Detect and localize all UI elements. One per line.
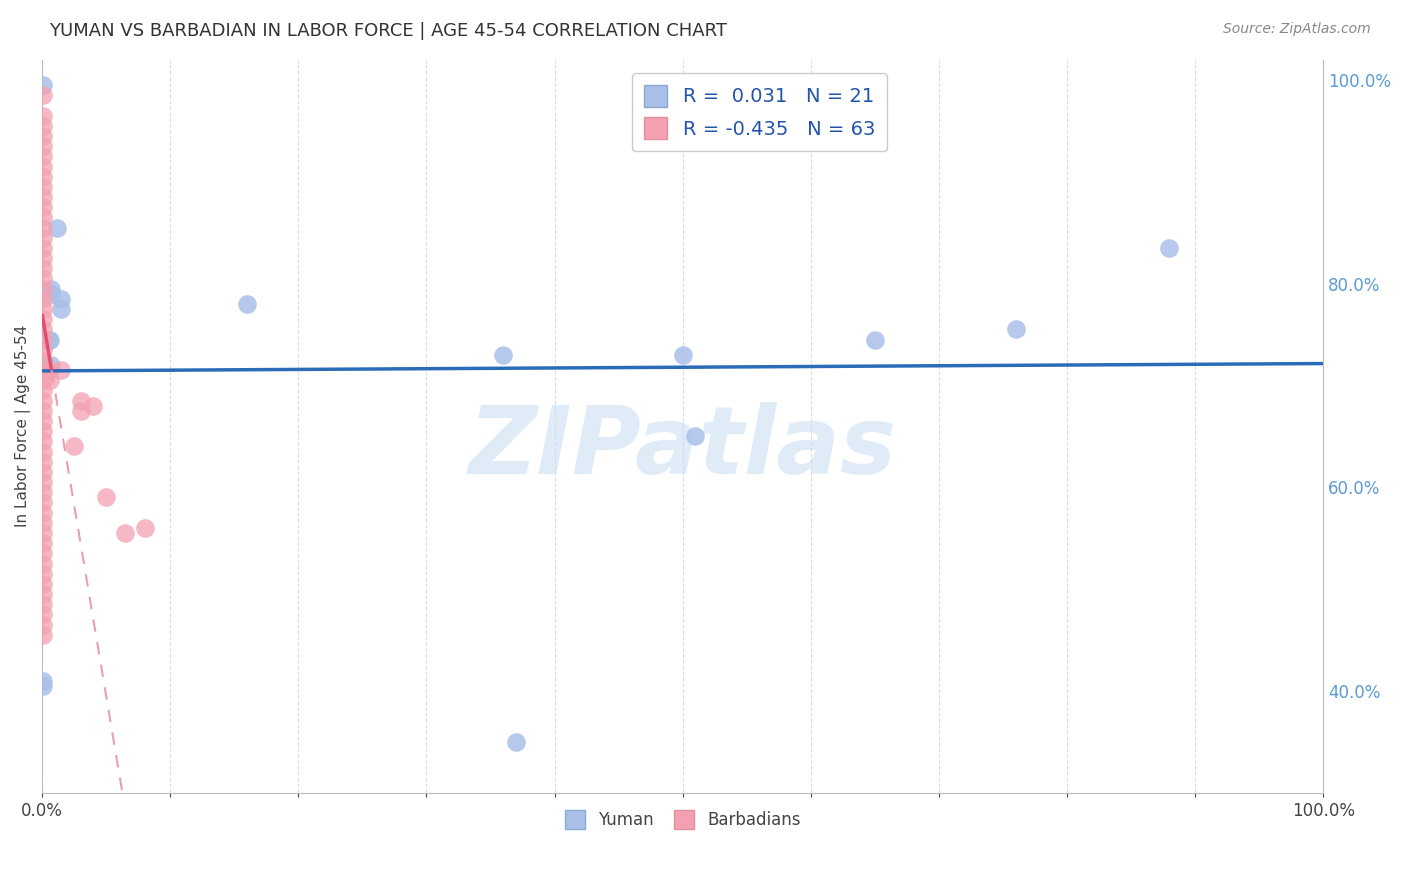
Point <box>32 414 55 428</box>
Point <box>69 393 91 408</box>
Point <box>32 119 55 133</box>
Point <box>32 231 55 245</box>
Point <box>32 169 55 184</box>
Point <box>32 292 55 306</box>
Point <box>46 220 69 235</box>
Point <box>32 322 55 336</box>
Point <box>1159 241 1181 255</box>
Point <box>82 399 104 413</box>
Point <box>32 312 55 326</box>
Y-axis label: In Labor Force | Age 45-54: In Labor Force | Age 45-54 <box>15 325 31 527</box>
Point <box>32 546 55 560</box>
Point <box>32 444 55 458</box>
Point <box>492 348 515 362</box>
Point <box>32 597 55 611</box>
Point <box>863 333 886 347</box>
Point <box>32 128 55 143</box>
Point <box>32 475 55 489</box>
Text: Source: ZipAtlas.com: Source: ZipAtlas.com <box>1223 22 1371 37</box>
Point <box>32 679 55 693</box>
Point <box>32 587 55 601</box>
Point <box>32 251 55 265</box>
Point <box>32 526 55 541</box>
Point <box>39 282 62 296</box>
Point <box>32 241 55 255</box>
Point <box>32 333 55 347</box>
Point <box>32 271 55 285</box>
Point <box>32 353 55 368</box>
Point <box>32 516 55 530</box>
Point <box>32 190 55 204</box>
Point <box>32 434 55 449</box>
Point <box>32 160 55 174</box>
Point <box>35 358 58 372</box>
Point <box>685 429 707 443</box>
Point <box>32 261 55 276</box>
Point <box>32 566 55 581</box>
Point <box>134 521 156 535</box>
Point <box>32 78 55 92</box>
Point <box>38 373 60 387</box>
Point <box>32 301 55 316</box>
Point <box>505 735 527 749</box>
Point <box>32 557 55 571</box>
Point <box>32 455 55 469</box>
Point <box>51 292 73 306</box>
Point <box>32 220 55 235</box>
Point <box>32 200 55 214</box>
Point <box>32 536 55 550</box>
Point <box>69 404 91 418</box>
Point <box>672 348 695 362</box>
Point <box>32 404 55 418</box>
Point <box>51 301 73 316</box>
Point <box>32 88 55 103</box>
Point <box>32 109 55 123</box>
Point <box>32 373 55 387</box>
Point <box>32 282 55 296</box>
Point <box>63 440 86 454</box>
Point <box>32 179 55 194</box>
Point <box>39 286 62 301</box>
Point <box>38 363 60 377</box>
Point <box>38 333 60 347</box>
Point <box>32 393 55 408</box>
Point <box>32 577 55 591</box>
Point <box>114 526 136 541</box>
Point <box>32 465 55 479</box>
Point <box>32 149 55 163</box>
Point <box>1004 322 1026 336</box>
Point <box>32 343 55 357</box>
Point <box>32 607 55 622</box>
Point <box>32 673 55 688</box>
Point <box>51 363 73 377</box>
Point <box>96 491 118 505</box>
Point <box>32 363 55 377</box>
Point <box>32 485 55 500</box>
Point <box>32 424 55 438</box>
Point <box>35 363 58 377</box>
Point <box>32 628 55 642</box>
Point <box>32 506 55 520</box>
Point <box>32 211 55 225</box>
Point <box>236 297 259 311</box>
Point <box>38 333 60 347</box>
Point <box>32 384 55 398</box>
Point <box>32 617 55 632</box>
Legend: Yuman, Barbadians: Yuman, Barbadians <box>558 803 807 836</box>
Point <box>32 495 55 509</box>
Text: YUMAN VS BARBADIAN IN LABOR FORCE | AGE 45-54 CORRELATION CHART: YUMAN VS BARBADIAN IN LABOR FORCE | AGE … <box>49 22 727 40</box>
Text: ZIPatlas: ZIPatlas <box>468 402 897 494</box>
Point <box>39 358 62 372</box>
Point <box>32 139 55 153</box>
